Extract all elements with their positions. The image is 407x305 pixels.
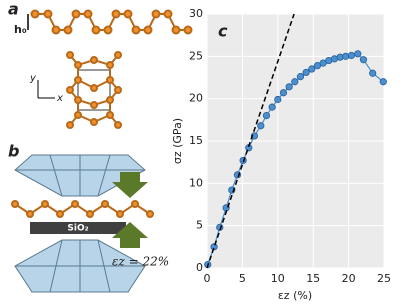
y-tick-label: 5 <box>196 219 203 232</box>
data-point <box>379 78 387 86</box>
axes-icon <box>37 80 55 99</box>
y-axis-label: σz (GPa) <box>171 118 184 164</box>
height-label: h₀ <box>14 23 27 36</box>
y-tick-label: 10 <box>189 176 203 189</box>
data-point <box>308 65 316 73</box>
x-tick-label: 25 <box>377 272 391 285</box>
data-point <box>359 56 368 64</box>
x-tick-label: 10 <box>271 272 285 285</box>
x-tick-label: 5 <box>239 272 246 285</box>
x-tick-label: 20 <box>342 272 356 285</box>
data-point <box>268 103 276 111</box>
axis-x-icon: x <box>56 93 63 104</box>
data-point <box>257 122 265 130</box>
panel-label: c <box>218 22 228 41</box>
y-tick-label: 25 <box>189 49 203 62</box>
strain-label: εz = 22% <box>112 255 169 269</box>
data-point <box>291 78 299 86</box>
data-point <box>262 112 271 120</box>
anvils <box>14 154 146 293</box>
data-point <box>285 83 293 91</box>
y-tick-label: 0 <box>196 261 203 274</box>
data-point <box>302 68 310 77</box>
lattice <box>66 51 122 129</box>
data-point <box>210 243 218 251</box>
data-point <box>347 51 356 60</box>
data-point <box>354 50 362 58</box>
data-point <box>274 95 282 104</box>
fit-line <box>206 13 295 269</box>
y-tick-label: 15 <box>189 134 203 147</box>
y-tick-label: 20 <box>189 92 203 105</box>
data-point <box>369 69 377 77</box>
data-point <box>250 132 259 140</box>
chain-top <box>30 9 193 35</box>
x-tick-label: 15 <box>306 272 320 285</box>
data-point <box>296 73 305 81</box>
panel-label: b <box>8 142 19 161</box>
substrate <box>30 222 126 234</box>
y-tick-label: 30 <box>189 7 203 20</box>
axis-y-icon: y <box>29 73 37 84</box>
arrow-down <box>112 172 148 198</box>
substrate-label: SiO₂ <box>67 224 88 234</box>
data-point <box>279 89 288 97</box>
arrow-up <box>112 222 148 248</box>
chain-sample <box>11 200 154 218</box>
x-tick-label: 0 <box>204 272 211 285</box>
panel-label: a <box>8 0 19 19</box>
x-axis-label: εz (%) <box>278 289 312 302</box>
